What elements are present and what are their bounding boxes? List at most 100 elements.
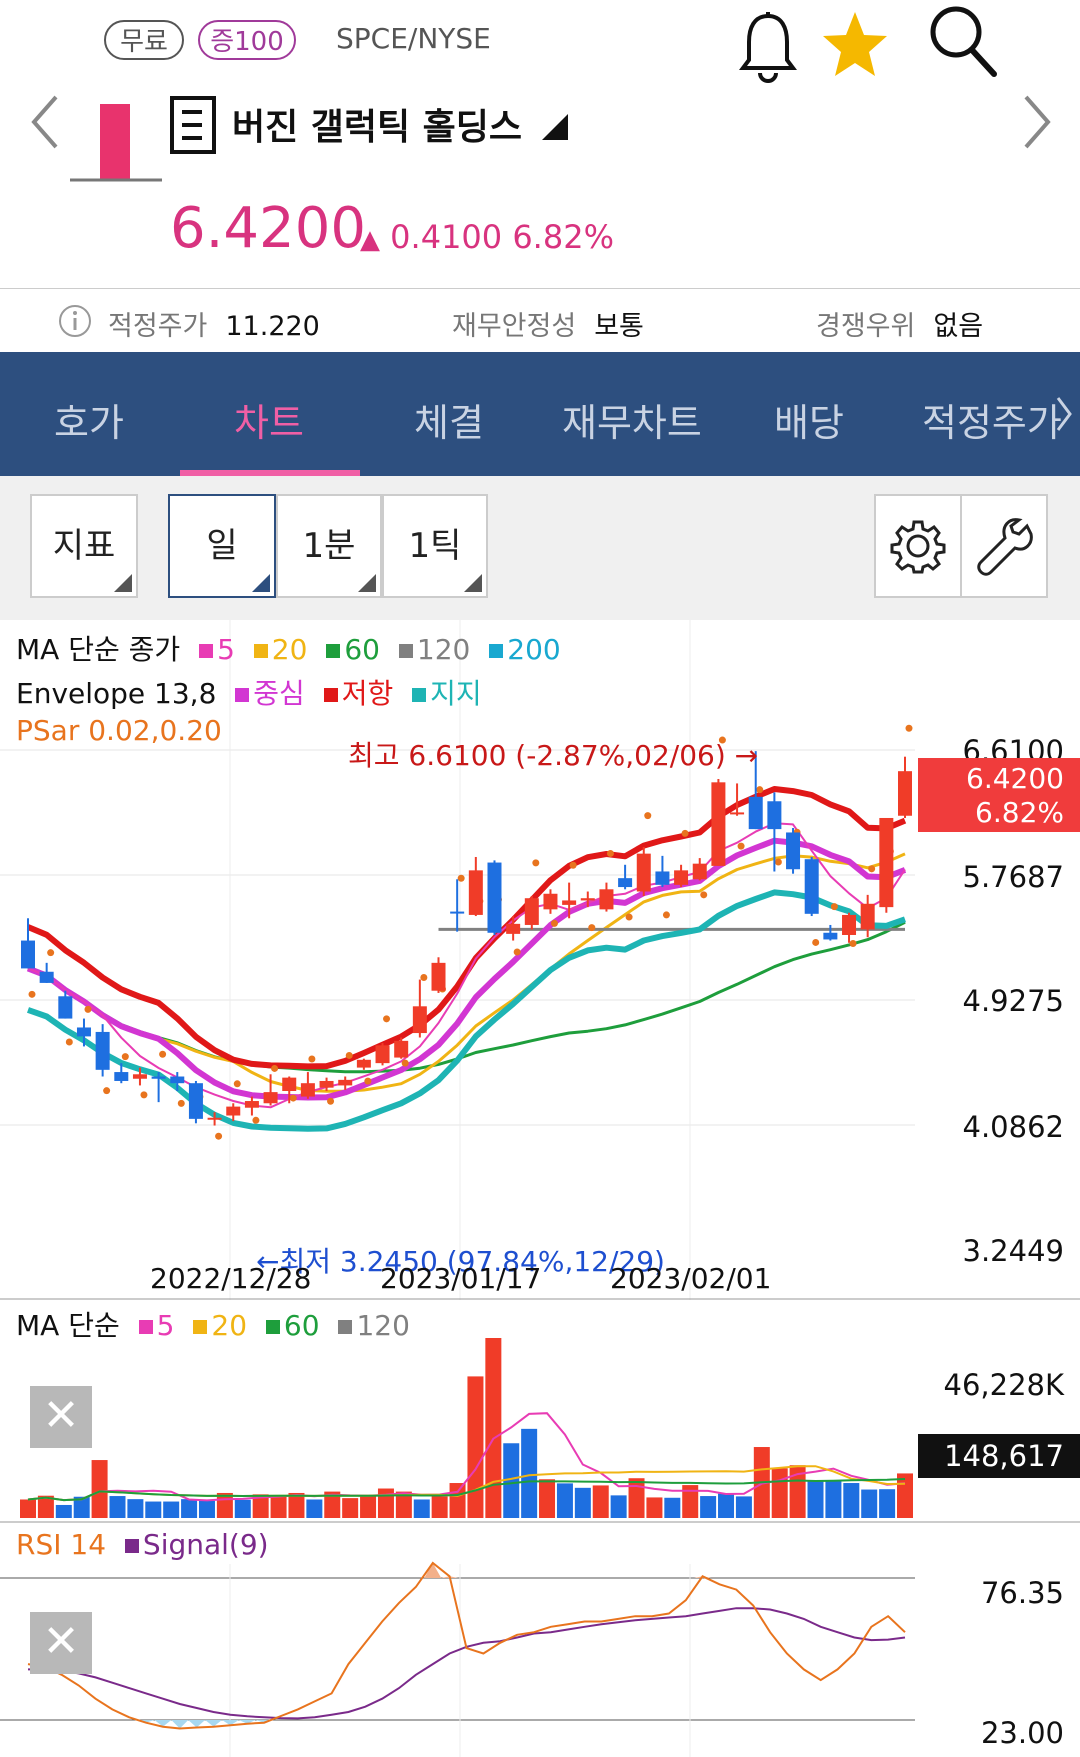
psar-dot (905, 724, 913, 732)
period-day-button[interactable]: 일 (168, 494, 276, 598)
competitive-label: 경쟁우위 (816, 311, 916, 342)
psar-dot (84, 1005, 92, 1013)
volume-bar (664, 1497, 681, 1518)
volume-bar (37, 1495, 54, 1518)
volume-bar (360, 1496, 377, 1518)
candle-body (543, 893, 558, 910)
last-price-pct: 6.82% (975, 796, 1064, 829)
price-ytick: 4.0862 (962, 1110, 1064, 1144)
volume-bar (574, 1487, 591, 1518)
volume-bar (843, 1483, 860, 1518)
tab-dividend[interactable]: 배당 (774, 401, 844, 445)
psar-dot (681, 829, 689, 837)
stock-title[interactable]: 버진 갤럭틱 홀딩스 (232, 98, 522, 150)
volume-bar (73, 1496, 90, 1518)
candle-body (618, 878, 633, 888)
rsi-legend[interactable]: RSI 14 Signal(9) (16, 1528, 269, 1561)
psar-dot (65, 1038, 73, 1046)
indicator-button[interactable]: 지표 (30, 494, 138, 598)
psar-dot (868, 865, 876, 873)
ma-legend[interactable]: MA 단순 종가 5 20 60 120 200 (16, 628, 561, 668)
document-icon[interactable] (170, 96, 216, 154)
candle-body (356, 1059, 371, 1068)
signal-swatch (124, 1539, 139, 1553)
candle-body (263, 1092, 278, 1104)
ma-legend-label: MA 단순 종가 (16, 633, 181, 666)
candle-body (207, 1117, 222, 1120)
last-price-badge: 6.4200 6.82% (918, 758, 1080, 832)
oversold-fill (238, 1720, 256, 1724)
volume-bar (700, 1496, 717, 1518)
tab-financial-chart[interactable]: 재무차트 (562, 401, 702, 445)
psar-dot (718, 736, 726, 744)
ma20-label: 20 (271, 633, 308, 666)
price-chart[interactable] (0, 620, 1080, 1300)
settings-button[interactable] (874, 494, 962, 598)
volume-chart[interactable] (0, 1300, 1080, 1524)
candle-body (319, 1080, 334, 1088)
envelope-legend[interactable]: Envelope 13,8 중심 저항 지지 (16, 672, 482, 712)
rsi-line (27, 1561, 906, 1730)
volume-bar (181, 1499, 198, 1518)
volume-bar (342, 1498, 359, 1518)
volume-bar (807, 1480, 824, 1518)
candle-body (114, 1072, 129, 1081)
candle-body (58, 996, 73, 1019)
tab-fair-price[interactable]: 적정주가 (922, 401, 1062, 445)
envelope-legend-label: Envelope 13,8 (16, 677, 217, 710)
fair-price-info: 적정주가 11.220 (108, 304, 320, 343)
psar-dot (532, 859, 540, 867)
period-1tick-button[interactable]: 1틱 (382, 494, 488, 598)
rsi-chart[interactable] (0, 1524, 1080, 1757)
volume-ma-legend[interactable]: MA 단순 5 20 60 120 (16, 1304, 410, 1344)
candle-body (151, 1076, 166, 1079)
volume-bar (377, 1488, 394, 1518)
chart-area[interactable]: MA 단순 종가 5 20 60 120 200 Envelope 13,8 중… (0, 620, 1080, 1757)
tab-orderbook[interactable]: 호가 (54, 401, 124, 445)
ma60-swatch (326, 644, 341, 658)
signal-legend-label: Signal(9) (142, 1528, 269, 1561)
close-rsi-button[interactable]: ✕ (30, 1612, 92, 1674)
dropdown-triangle-icon[interactable] (540, 112, 568, 142)
corner-triangle-icon (358, 574, 376, 592)
candle-body (674, 870, 689, 885)
candle-body (711, 782, 726, 866)
volume-bar (306, 1499, 323, 1518)
oversold-fill (188, 1720, 206, 1728)
period-1min-button[interactable]: 1분 (276, 494, 382, 598)
candle-body (506, 923, 521, 934)
tab-trades[interactable]: 체결 (414, 401, 484, 445)
env-support-label: 지지 (430, 677, 482, 710)
info-icon[interactable] (58, 304, 92, 338)
search-icon[interactable] (928, 4, 998, 78)
candle-body (730, 812, 745, 815)
wrench-icon (977, 518, 1033, 576)
psar-dot (588, 924, 596, 932)
candle-body (636, 853, 651, 892)
psar-legend[interactable]: PSar 0.02,0.20 (16, 714, 222, 747)
psar-dot (756, 786, 764, 794)
volume-bar (503, 1443, 520, 1518)
candle-body (786, 832, 801, 870)
volume-bar (449, 1483, 466, 1518)
price-ytick: 4.9275 (962, 984, 1064, 1018)
volume-bar (789, 1465, 806, 1518)
volume-bar (270, 1495, 287, 1518)
star-icon[interactable] (822, 10, 888, 80)
rsi-ytick: 76.35 (980, 1576, 1064, 1610)
competitive-info: 경쟁우위 없음 (816, 304, 983, 343)
volume-bar (109, 1496, 126, 1518)
volume-bar (20, 1499, 36, 1518)
tab-chart[interactable]: 차트 (234, 401, 304, 445)
chevron-right-icon[interactable] (1016, 92, 1056, 152)
close-volume-button[interactable]: ✕ (30, 1386, 92, 1448)
env-center-label: 중심 (253, 677, 305, 710)
ma200-swatch (489, 644, 504, 658)
date-label: 2023/02/01 (610, 1262, 772, 1295)
tools-button[interactable] (960, 494, 1048, 598)
bell-icon[interactable] (738, 10, 798, 86)
period-1min-label: 1분 (302, 526, 356, 566)
chevron-left-icon[interactable] (26, 92, 66, 152)
low-annotation: ←최저 3.2450 (97.84%,12/29) (256, 1245, 665, 1278)
chevron-right-icon[interactable] (1054, 394, 1074, 434)
